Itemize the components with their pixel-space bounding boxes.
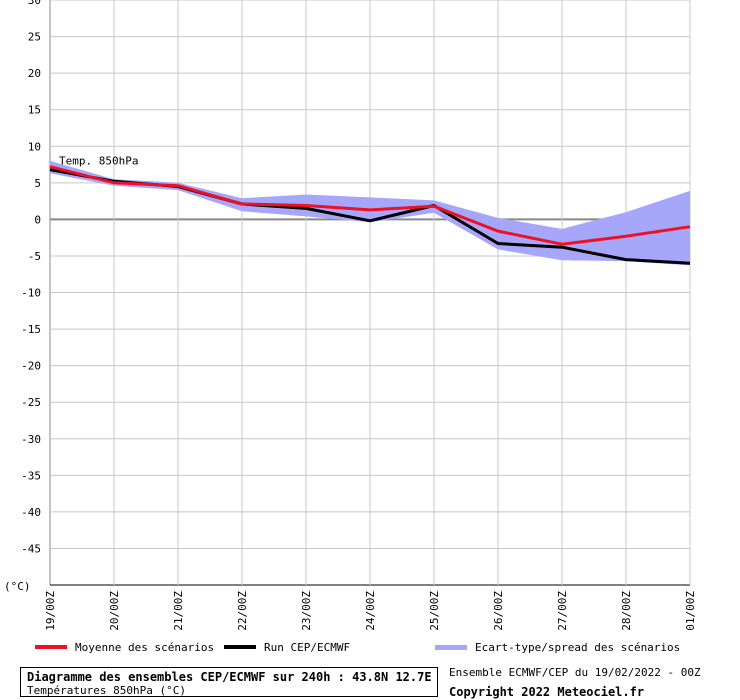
y-tick-label: 0 (34, 213, 41, 226)
legend-item-run: Run CEP/ECMWF (224, 637, 350, 657)
copyright-text: Copyright 2022 Meteociel.fr (449, 685, 645, 699)
y-tick-label: -10 (21, 287, 41, 300)
tick-labels-layer: 30 25 20 15 10 5 0 -5 -10 -15 -20 -25 -30 -35 -40 -45 (°… (4, 0, 697, 631)
legend-swatch-run (224, 645, 256, 649)
y-tick-label: 15 (28, 104, 41, 117)
x-tick-label: 19/00Z (44, 591, 57, 631)
x-tick-label: 01/00Z (684, 591, 697, 631)
x-tick-label: 28/00Z (620, 591, 633, 631)
x-tick-label: 21/00Z (172, 591, 185, 631)
legend-item-mean: Moyenne des scénarios (35, 637, 214, 657)
y-tick-label: 20 (28, 67, 41, 80)
y-tick-label: 5 (34, 177, 41, 190)
spread-band (50, 160, 690, 266)
legend-swatch-mean (35, 645, 67, 649)
y-tick-label: -20 (21, 360, 41, 373)
legend-item-spread: Ecart-type/spread des scénarios (435, 637, 680, 657)
x-tick-label: 23/00Z (300, 591, 313, 631)
grid (49, 0, 691, 586)
caption-subtitle: Températures 850hPa (°C) (27, 684, 186, 697)
y-tick-label: -5 (28, 250, 41, 263)
series-lines-layer (49, 165, 691, 265)
y-tick-label: -35 (21, 469, 41, 482)
legend-label-mean: Moyenne des scénarios (75, 640, 215, 654)
y-tick-label: -45 (21, 542, 41, 555)
y-tick-label: 10 (28, 140, 41, 153)
y-tick-label: 25 (28, 31, 41, 44)
y-tick-label: -40 (21, 506, 41, 519)
series-line-mean (49, 165, 691, 246)
y-unit-label: (°C) (4, 580, 31, 593)
legend-label-spread: Ecart-type/spread des scénarios (475, 640, 681, 654)
spread-band-layer (50, 160, 690, 266)
series-annotation: Temp. 850hPa (59, 154, 138, 167)
legend-swatch-spread (435, 644, 467, 650)
x-tick-label: 25/00Z (428, 591, 441, 631)
chart-area: 30 25 20 15 10 5 0 -5 -10 -15 -20 -25 -30 -35 -40 -45 (°… (4, 0, 697, 631)
caption-title: Diagramme des ensembles CEP/ECMWF sur 24… (27, 670, 432, 684)
y-tick-label: 30 (28, 0, 41, 7)
ensemble-label: Ensemble ECMWF/CEP du 19/02/2022 - 00Z (449, 666, 701, 679)
x-tick-label: 20/00Z (108, 591, 121, 631)
y-tick-label: -25 (21, 396, 41, 409)
y-tick-label: -30 (21, 433, 41, 446)
x-tick-label: 26/00Z (492, 591, 505, 631)
caption-box: Diagramme des ensembles CEP/ECMWF sur 24… (20, 667, 438, 697)
y-tick-label: -15 (21, 323, 41, 336)
x-tick-label: 24/00Z (364, 591, 377, 631)
x-tick-label: 22/00Z (236, 591, 249, 631)
legend-label-run: Run CEP/ECMWF (264, 640, 351, 654)
x-tick-label: 27/00Z (556, 591, 569, 631)
